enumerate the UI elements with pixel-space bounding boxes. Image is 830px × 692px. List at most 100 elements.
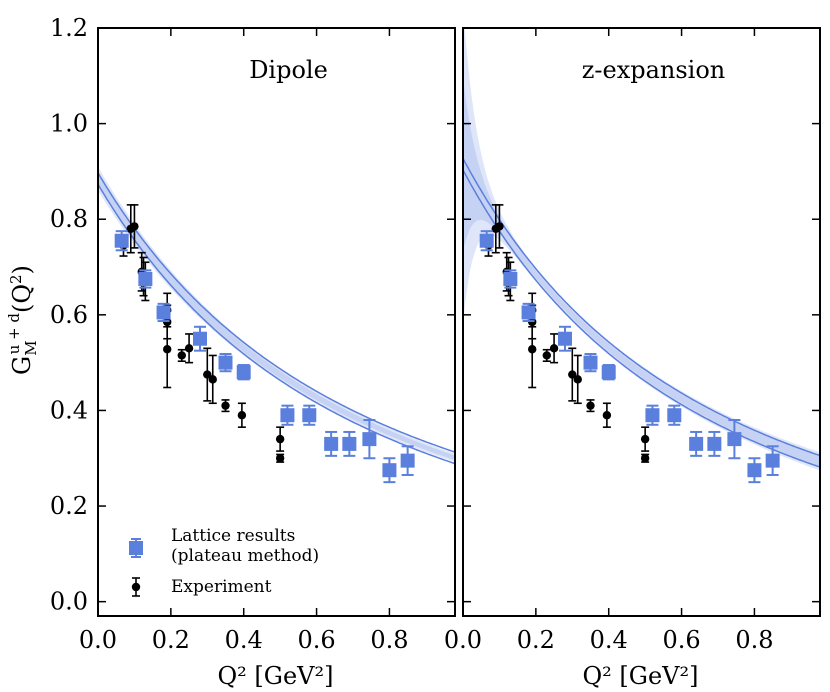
legend-lattice-label-line2: (plateau method) bbox=[171, 546, 319, 566]
lattice-point bbox=[521, 302, 536, 323]
x-tick-label: 0.6 bbox=[297, 626, 335, 654]
y-axis-label-argument-superscript: 2 bbox=[7, 274, 25, 284]
experiment-point bbox=[184, 333, 194, 364]
experiment-point bbox=[275, 453, 285, 463]
lattice-point bbox=[689, 430, 704, 457]
experiment-marker bbox=[130, 222, 139, 231]
lattice-marker bbox=[747, 463, 762, 478]
lattice-marker bbox=[342, 436, 357, 451]
experiment-point bbox=[208, 354, 217, 405]
x-axis-label: Q² [GeV²] bbox=[218, 662, 334, 690]
y-axis-label-argument: (Q bbox=[8, 284, 36, 313]
experiment-marker bbox=[275, 454, 285, 463]
y-axis-label-close: ) bbox=[8, 265, 36, 274]
dipole-panel: 0.0 0.2 0.4 0.6 0.8 0.0 0.2 0.4 0.6 0.8 1.0 1.2 Dipo… bbox=[50, 14, 456, 690]
experiment-point bbox=[586, 399, 595, 413]
experiment-marker bbox=[237, 411, 247, 420]
experiment-marker bbox=[602, 411, 612, 420]
lattice-marker bbox=[645, 408, 660, 423]
lattice-marker bbox=[583, 355, 598, 370]
lattice-point bbox=[342, 430, 357, 457]
experiment-marker bbox=[177, 351, 186, 360]
lattice-point bbox=[382, 457, 397, 484]
lattice-marker bbox=[521, 305, 536, 320]
experiment-marker bbox=[203, 370, 212, 379]
lattice-marker bbox=[138, 271, 153, 286]
experiment-marker bbox=[640, 434, 650, 444]
y-tick-label: 0.2 bbox=[50, 492, 88, 520]
lattice-marker bbox=[503, 271, 518, 286]
lattice-marker bbox=[558, 331, 572, 346]
lattice-point bbox=[156, 302, 171, 323]
lattice-marker bbox=[193, 331, 207, 346]
lattice-point bbox=[479, 230, 494, 252]
experiment-marker bbox=[221, 401, 230, 410]
legend-experiment-label: Experiment bbox=[171, 577, 272, 597]
legend-experiment-marker bbox=[131, 577, 141, 597]
y-tick-label: 1.0 bbox=[50, 110, 88, 138]
lattice-marker bbox=[707, 436, 722, 451]
experiment-point bbox=[221, 399, 230, 413]
lattice-point bbox=[645, 404, 660, 426]
lattice-point bbox=[193, 325, 207, 352]
experiment-marker bbox=[163, 345, 172, 354]
fit-band-inner bbox=[98, 172, 455, 461]
experiment-point bbox=[203, 347, 212, 402]
lattice-marker bbox=[400, 453, 415, 468]
lattice-marker bbox=[689, 436, 704, 451]
experiment-point bbox=[573, 354, 582, 405]
experiment-point bbox=[549, 333, 559, 364]
lattice-marker bbox=[667, 408, 682, 423]
y-axis-label: GMu + d(Q2) bbox=[5, 265, 40, 375]
panel-title: z-expansion bbox=[582, 56, 726, 84]
fit-line-upper bbox=[98, 172, 455, 453]
lattice-point bbox=[667, 404, 682, 426]
lattice-point bbox=[138, 269, 153, 289]
lattice-point bbox=[324, 430, 339, 457]
lattice-marker bbox=[382, 463, 397, 478]
experiment-point bbox=[237, 402, 247, 428]
lattice-point bbox=[601, 364, 616, 381]
lattice-point bbox=[280, 404, 295, 426]
legend-lattice-label-line1: Lattice results bbox=[171, 526, 295, 546]
experiment-marker bbox=[528, 345, 537, 354]
lattice-marker bbox=[362, 432, 377, 447]
experiment-marker bbox=[495, 222, 504, 231]
experiment-point bbox=[275, 426, 285, 452]
plot-frame bbox=[462, 27, 821, 617]
legend: Lattice results (plateau method) Experim… bbox=[129, 526, 319, 597]
experiment-marker bbox=[568, 370, 577, 379]
x-tick-label: 0.4 bbox=[225, 626, 263, 654]
y-axis-label-subscript: M bbox=[22, 340, 40, 355]
lattice-marker bbox=[727, 432, 742, 447]
y-tick-label: 0.8 bbox=[50, 205, 88, 233]
experiment-marker bbox=[542, 351, 551, 360]
x-tick-label: 0.8 bbox=[735, 626, 773, 654]
lattice-marker bbox=[218, 355, 233, 370]
z-expansion-panel: 0.0 0.2 0.4 0.6 0.8 z-expansion Q² [GeV²] bbox=[444, 27, 821, 690]
fit-band-inner bbox=[463, 77, 820, 467]
experiment-marker bbox=[549, 344, 559, 353]
y-axis-label-superscript: u + d bbox=[5, 313, 23, 355]
fit-line-lower bbox=[463, 169, 820, 468]
lattice-point bbox=[727, 419, 742, 460]
y-tick-label: 0.6 bbox=[50, 301, 88, 329]
experiment-point bbox=[542, 348, 551, 363]
lattice-point bbox=[707, 430, 722, 457]
x-axis-label: Q² [GeV²] bbox=[583, 662, 699, 690]
lattice-marker bbox=[156, 305, 171, 320]
experiment-marker bbox=[586, 401, 595, 410]
x-tick-label: 0.8 bbox=[370, 626, 408, 654]
lattice-point bbox=[400, 445, 415, 476]
x-tick-label: 0.0 bbox=[444, 626, 482, 654]
experiment-point bbox=[130, 204, 139, 249]
experiment-marker bbox=[640, 454, 650, 463]
lattice-marker bbox=[114, 233, 129, 248]
plot-area bbox=[98, 166, 455, 484]
lattice-point bbox=[218, 353, 233, 373]
lattice-point bbox=[558, 325, 572, 352]
x-tick-label: 0.2 bbox=[152, 626, 190, 654]
y-tick-label: 0.4 bbox=[50, 396, 88, 424]
y-axis-label-main: G bbox=[8, 356, 36, 375]
